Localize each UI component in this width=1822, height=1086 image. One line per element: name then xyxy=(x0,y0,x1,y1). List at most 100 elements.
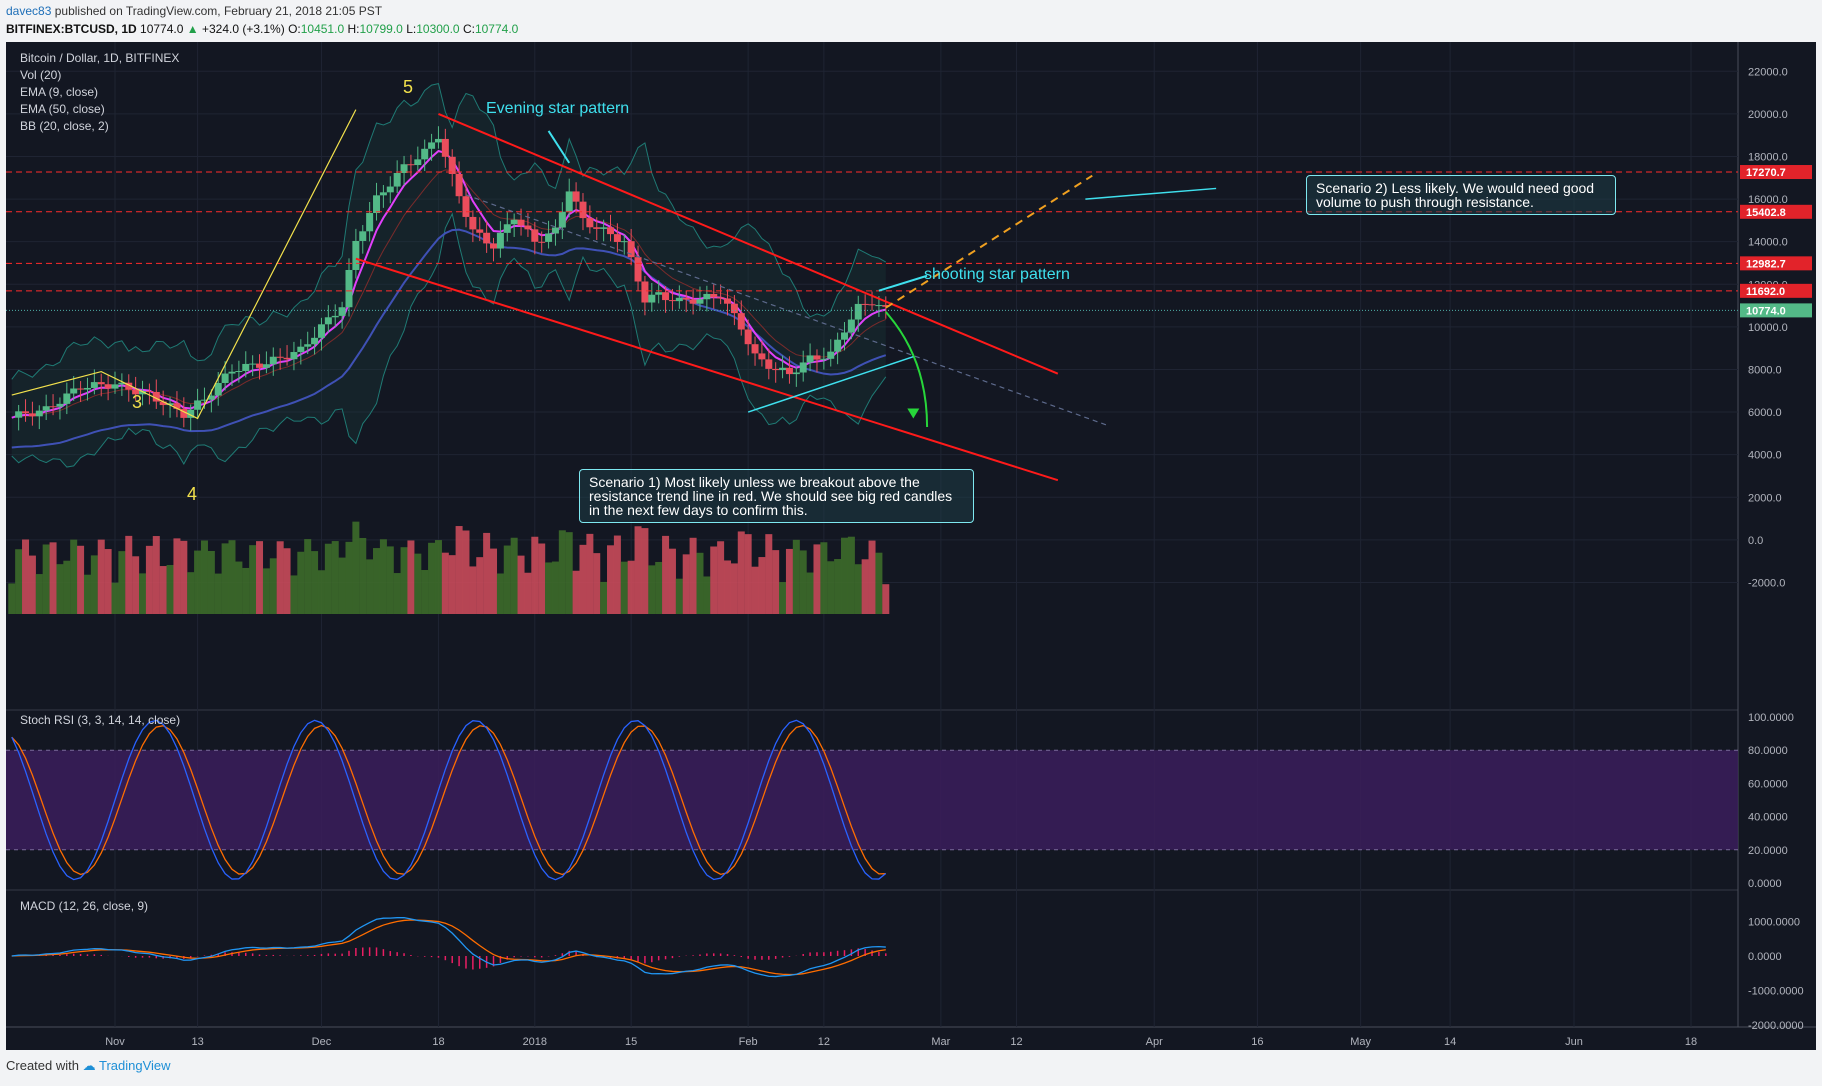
candle-body xyxy=(799,362,807,373)
volume-bar xyxy=(200,540,208,614)
candle-body xyxy=(868,304,876,306)
candle-body xyxy=(586,218,594,228)
candle-body xyxy=(352,240,360,270)
candle-body xyxy=(256,363,264,368)
candle-body xyxy=(510,219,518,225)
candle-body xyxy=(235,370,243,372)
candle-body xyxy=(139,390,147,395)
volume-bar xyxy=(861,559,869,614)
volume-bar xyxy=(758,557,766,614)
volume-bar xyxy=(331,541,339,614)
bollinger-lower xyxy=(11,212,887,468)
candle-body xyxy=(373,195,381,214)
candle-body xyxy=(744,329,752,345)
candle-body xyxy=(400,164,408,174)
candle-body xyxy=(104,384,112,389)
candle-body xyxy=(180,408,188,418)
candle-body xyxy=(634,257,642,282)
x-tick-label: Mar xyxy=(931,1036,950,1048)
volume-bar xyxy=(111,582,119,614)
candle-body xyxy=(607,227,615,235)
volume-bar xyxy=(751,566,759,614)
legend-title: Bitcoin / Dollar, 1D, BITFINEX xyxy=(20,51,180,65)
volume-bar xyxy=(414,553,422,614)
volume-bar xyxy=(545,562,553,614)
volume-bar xyxy=(483,532,491,614)
candle-body xyxy=(496,232,504,249)
candle-body xyxy=(42,406,50,411)
volume-bar xyxy=(256,541,264,614)
volume-bar xyxy=(118,551,126,614)
candle-body xyxy=(724,298,732,304)
tradingview-link[interactable]: TradingView xyxy=(99,1058,171,1073)
macd-line xyxy=(11,916,886,978)
chart-canvas[interactable]: Nov 13 Dec 18 2018 15 Feb 12 Mar 12 Apr 16 May 14 Jun 1… xyxy=(6,42,1816,1050)
candle-body xyxy=(276,356,284,358)
y-tick-label: 10000.0 xyxy=(1748,322,1788,334)
candle-body xyxy=(854,303,862,320)
volume-bar xyxy=(297,551,305,614)
scenario2-pointer xyxy=(1085,187,1217,200)
volume-bar xyxy=(710,546,718,614)
publish-line: davec83 published on TradingView.com, Fe… xyxy=(6,4,382,18)
volume-bar xyxy=(455,526,463,614)
volume-bar xyxy=(503,545,511,614)
macd-tick-label: 0.0000 xyxy=(1748,951,1782,963)
candle-body xyxy=(668,300,676,302)
y-tick-label: 16000.0 xyxy=(1748,194,1788,206)
candle-body xyxy=(221,373,229,383)
candle-body xyxy=(152,391,160,402)
candle-body xyxy=(579,201,587,219)
candle-body xyxy=(551,227,559,234)
volume-bar xyxy=(593,553,601,614)
candle-body xyxy=(717,297,725,299)
candle-body xyxy=(772,368,780,371)
wave-4-label: 4 xyxy=(187,484,198,504)
candle-body xyxy=(655,292,663,295)
candle-body xyxy=(538,241,546,243)
candle-body xyxy=(283,357,291,360)
candle-body xyxy=(311,337,319,345)
price-level-label: 11692.0 xyxy=(1746,286,1785,298)
candle-body xyxy=(820,358,828,360)
macd-legend: MACD (12, 26, close, 9) xyxy=(20,899,149,913)
candle-body xyxy=(228,371,236,374)
volume-bar xyxy=(655,561,663,614)
stoch-legend: Stoch RSI (3, 3, 14, 14, close) xyxy=(20,713,181,727)
x-tick-label: Apr xyxy=(1146,1036,1163,1048)
candle-body xyxy=(751,344,759,354)
volume-bar xyxy=(641,528,649,614)
candle-body xyxy=(565,191,573,212)
author-link[interactable]: davec83 xyxy=(6,4,52,18)
candle-body xyxy=(792,372,800,375)
stoch-tick-label: 20.0000 xyxy=(1748,845,1788,857)
candle-body xyxy=(696,299,704,304)
candle-body xyxy=(558,211,566,228)
x-tick-label: 16 xyxy=(1251,1036,1263,1048)
candle-body xyxy=(338,307,346,316)
volume-bar xyxy=(668,548,676,614)
volume-bar xyxy=(242,567,250,614)
y-tick-label: 2000.0 xyxy=(1748,492,1782,504)
candle-body xyxy=(620,241,628,243)
volume-bar xyxy=(703,576,711,614)
candle-body xyxy=(682,297,690,300)
candle-body xyxy=(572,191,580,202)
volume-bar xyxy=(675,578,683,614)
volume-bar xyxy=(194,550,202,614)
volume-bar xyxy=(662,535,670,614)
candle-body xyxy=(379,192,387,196)
candle-body xyxy=(207,395,215,400)
volume-bar xyxy=(262,568,270,614)
candle-body xyxy=(214,382,222,396)
y-tick-label: 20000.0 xyxy=(1748,109,1788,121)
volume-bar xyxy=(490,548,498,614)
candle-body xyxy=(49,406,57,408)
candle-body xyxy=(111,384,119,389)
evening-star-annotation: Evening star pattern xyxy=(486,100,630,117)
volume-bar xyxy=(359,537,367,614)
chart-area[interactable]: Nov 13 Dec 18 2018 15 Feb 12 Mar 12 Apr 16 May 14 Jun 1… xyxy=(6,42,1816,1050)
candle-body xyxy=(428,142,436,149)
candle-body xyxy=(524,225,532,230)
volume-bar xyxy=(22,539,30,614)
